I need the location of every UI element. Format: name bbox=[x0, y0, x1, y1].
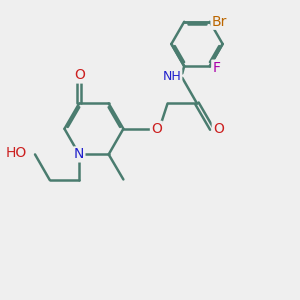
Text: NH: NH bbox=[163, 70, 181, 83]
Text: Br: Br bbox=[212, 15, 227, 29]
Text: O: O bbox=[151, 122, 162, 136]
Text: HO: HO bbox=[5, 146, 27, 160]
Text: O: O bbox=[74, 68, 85, 83]
Text: O: O bbox=[213, 122, 224, 136]
Text: F: F bbox=[212, 61, 220, 75]
Text: N: N bbox=[74, 147, 84, 161]
